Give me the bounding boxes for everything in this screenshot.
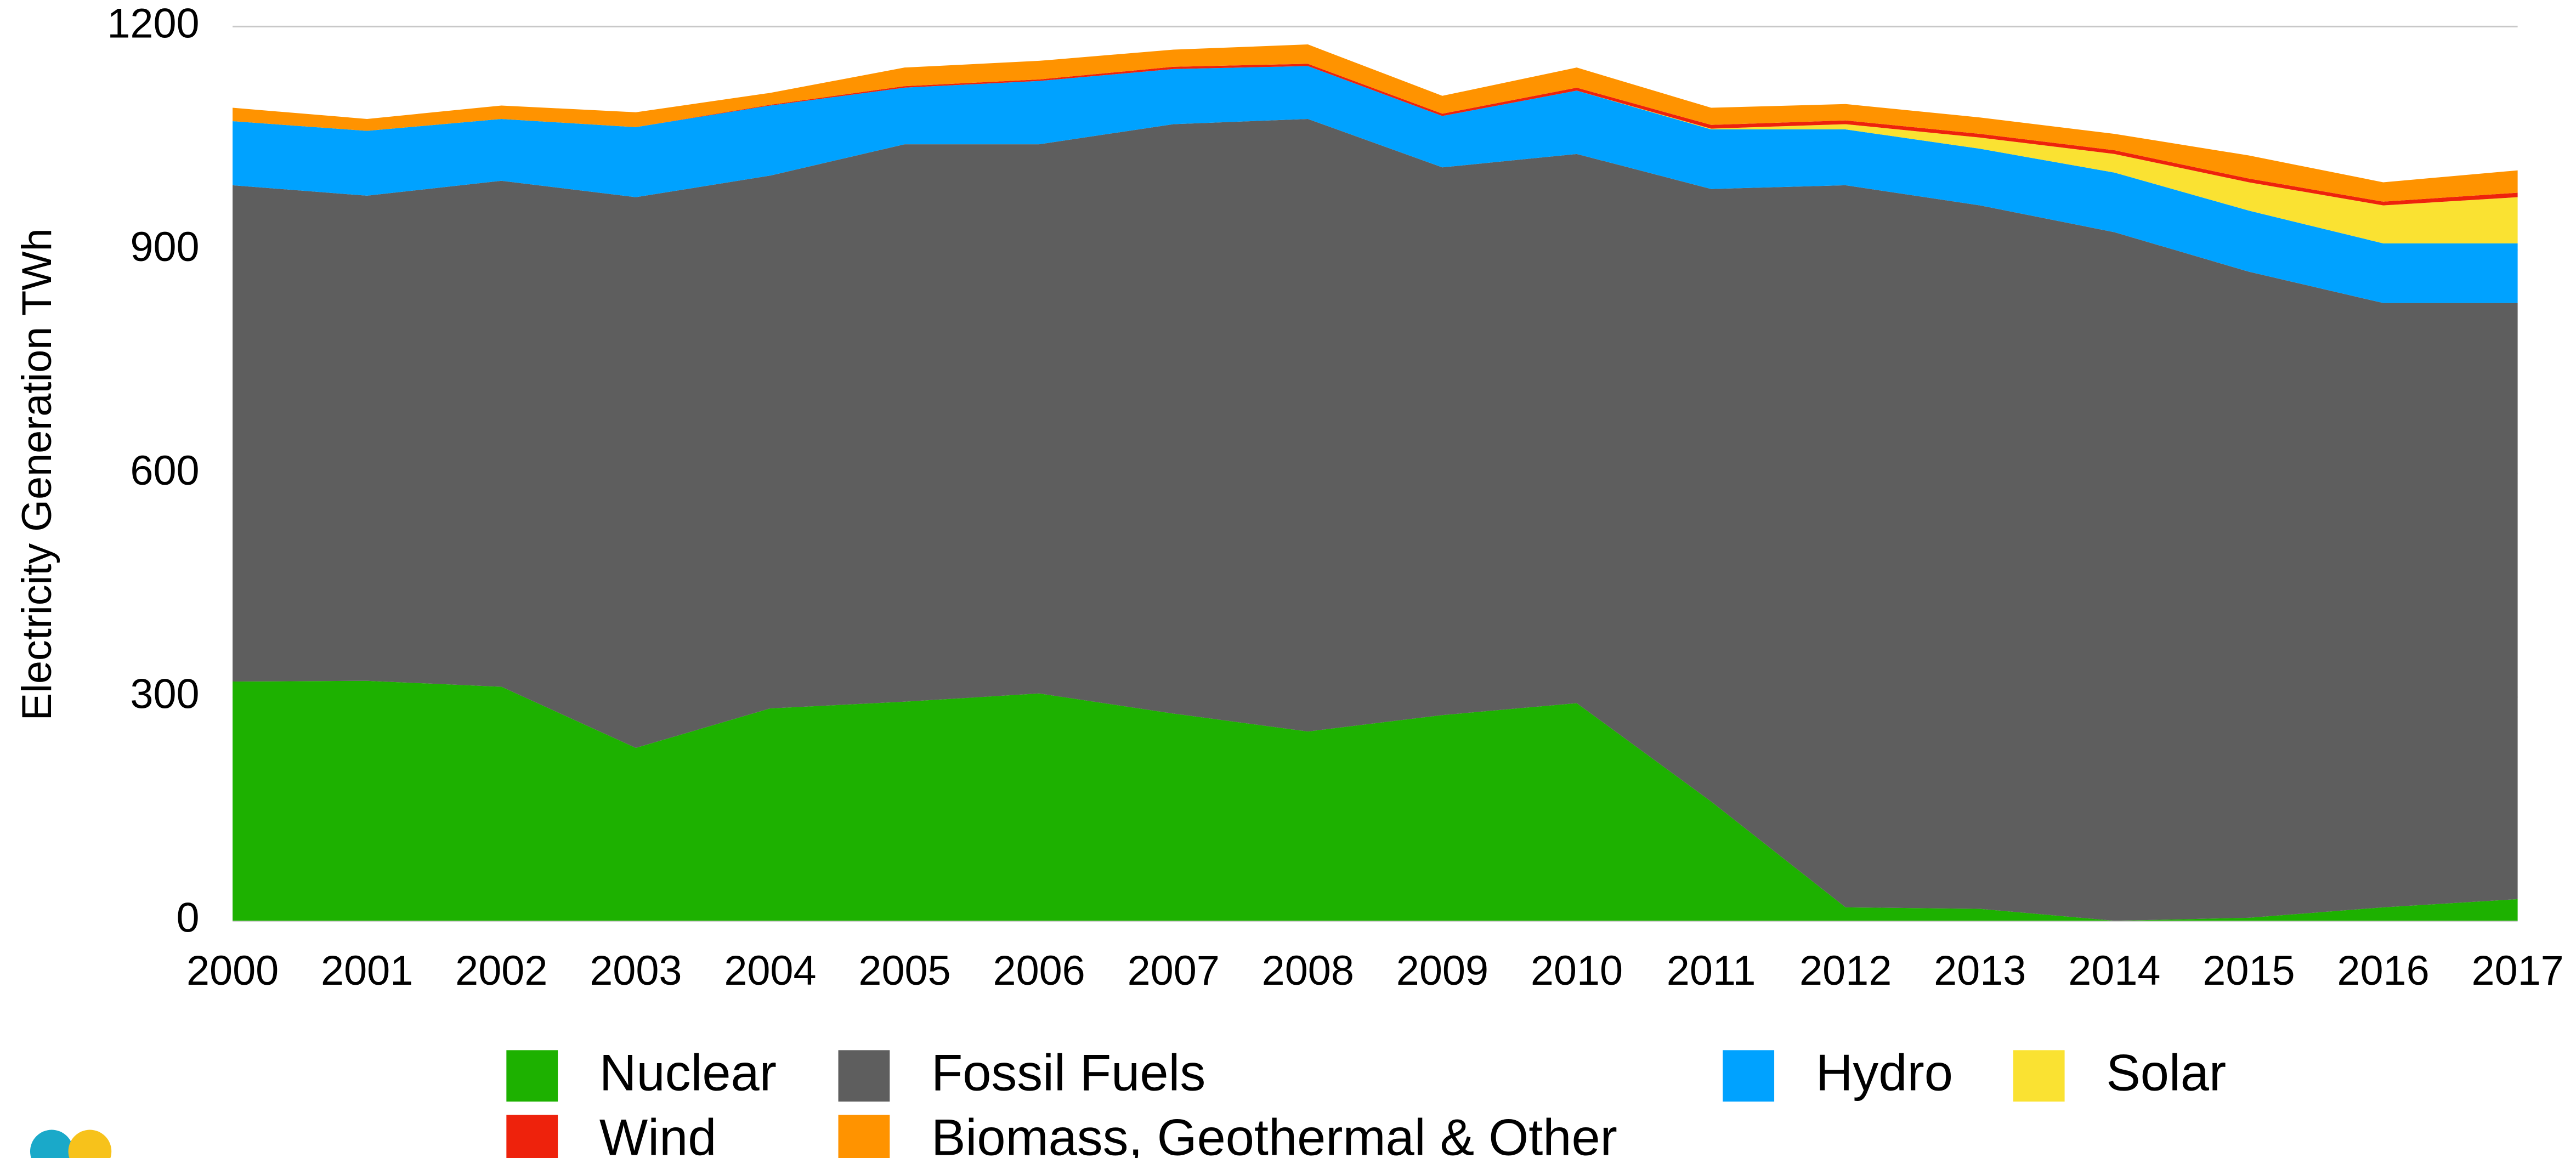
- x-tick-label: 2000: [186, 948, 279, 994]
- x-tick-label: 2013: [1934, 948, 2026, 994]
- area: [233, 66, 2518, 303]
- legend-swatch: [838, 1115, 890, 1158]
- legend-swatch: [1723, 1050, 1775, 1102]
- x-tick-label: 2016: [2337, 948, 2429, 994]
- x-tick-label: 2014: [2068, 948, 2160, 994]
- x-tick-label: 2008: [1262, 948, 1354, 994]
- x-tick-label: 2001: [321, 948, 413, 994]
- x-tick-label: 2005: [858, 948, 950, 994]
- y-tick-label: 300: [130, 672, 199, 718]
- legend-label: Wind: [599, 1109, 717, 1158]
- y-tick-label: 0: [177, 895, 200, 941]
- area: [233, 44, 2518, 202]
- y-tick-label: 600: [130, 448, 199, 494]
- legend-label: Nuclear: [599, 1044, 777, 1102]
- legend-label: Solar: [2106, 1044, 2226, 1102]
- area: [233, 118, 2518, 921]
- x-tick-label: 2004: [724, 948, 816, 994]
- x-tick-label: 2015: [2203, 948, 2295, 994]
- legend-label: Fossil Fuels: [931, 1044, 1205, 1102]
- area: [233, 680, 2518, 921]
- legend-swatch: [506, 1050, 558, 1102]
- legend-label: Biomass, Geothermal & Other: [931, 1109, 1617, 1158]
- x-tick-label: 2009: [1396, 948, 1488, 994]
- y-tick-label: 1200: [107, 1, 199, 47]
- x-tick-label: 2006: [993, 948, 1085, 994]
- legend-swatch: [506, 1115, 558, 1158]
- logo: [30, 1129, 112, 1158]
- y-tick-label: 900: [130, 224, 199, 270]
- x-tick-label: 2003: [590, 948, 682, 994]
- x-tick-label: 2017: [2471, 948, 2563, 994]
- legend-label: Hydro: [1816, 1044, 1953, 1102]
- legend-swatch: [838, 1050, 890, 1102]
- y-axis-title: Electricity Generation TWh: [14, 228, 60, 720]
- area: [233, 66, 2518, 243]
- x-tick-label: 2010: [1531, 948, 1623, 994]
- x-tick-label: 2007: [1128, 948, 1220, 994]
- x-tick-label: 2002: [455, 948, 547, 994]
- legend-swatch: [2013, 1050, 2065, 1102]
- x-tick-label: 2012: [1799, 948, 1892, 994]
- x-tick-label: 2011: [1667, 948, 1756, 994]
